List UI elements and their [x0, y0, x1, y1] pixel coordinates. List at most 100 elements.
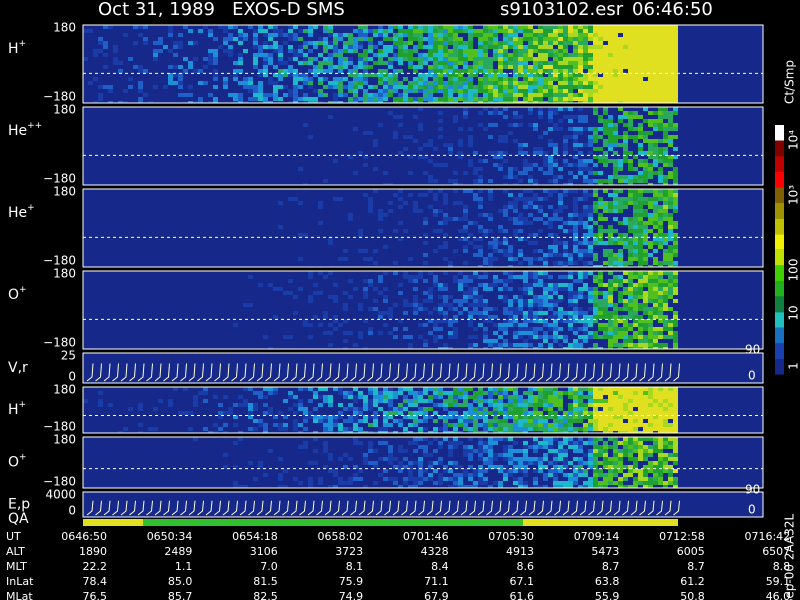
cell — [548, 127, 553, 131]
cell — [453, 45, 458, 49]
ramp — [579, 500, 587, 516]
cell — [413, 65, 418, 69]
cell — [628, 287, 633, 291]
ramp — [384, 363, 391, 382]
cell — [623, 33, 628, 37]
cell — [473, 423, 478, 427]
cell — [578, 101, 583, 103]
cell — [438, 69, 443, 73]
cell — [353, 97, 358, 101]
cell — [408, 279, 413, 283]
cell — [548, 45, 553, 49]
cell — [513, 415, 518, 419]
cell — [503, 107, 508, 111]
cell — [118, 69, 123, 73]
cell — [368, 283, 373, 287]
cell — [238, 101, 243, 103]
cell — [648, 335, 653, 339]
cell — [643, 237, 648, 241]
cell — [533, 29, 538, 33]
cell — [633, 481, 638, 485]
cell — [433, 411, 438, 415]
cell — [638, 291, 643, 295]
cell — [358, 407, 363, 411]
cell — [608, 193, 613, 197]
qa-bar — [523, 519, 678, 526]
cell — [653, 257, 658, 261]
cell — [538, 41, 543, 45]
cell — [613, 159, 618, 163]
cell — [668, 73, 673, 77]
cell — [193, 41, 198, 45]
cell — [598, 461, 603, 465]
cell — [673, 423, 678, 427]
cell — [508, 217, 513, 221]
cell — [628, 101, 633, 103]
cell — [588, 25, 593, 29]
cell — [473, 245, 478, 249]
cell — [563, 481, 568, 485]
cell — [408, 465, 413, 469]
cell — [653, 473, 658, 477]
cell — [523, 441, 528, 445]
ramp — [469, 500, 476, 516]
cell — [523, 205, 528, 209]
cell — [508, 45, 513, 49]
cell — [658, 179, 663, 183]
cell — [553, 233, 558, 237]
cell — [613, 453, 618, 457]
cell — [233, 93, 238, 97]
cell — [623, 307, 628, 311]
cell — [593, 279, 598, 283]
cell — [638, 261, 643, 265]
cell — [418, 85, 423, 89]
cell — [523, 61, 528, 65]
cell — [653, 147, 658, 151]
cell — [538, 57, 543, 61]
cell — [548, 395, 553, 399]
cell — [628, 123, 633, 127]
cell — [508, 427, 513, 431]
cell — [538, 49, 543, 53]
cell — [328, 323, 333, 327]
cell — [538, 295, 543, 299]
cell — [648, 453, 653, 457]
cell — [553, 399, 558, 403]
cell — [428, 143, 433, 147]
cell — [538, 135, 543, 139]
cell — [318, 419, 323, 423]
cell — [468, 221, 473, 225]
cell — [463, 171, 468, 175]
cell — [453, 307, 458, 311]
cell — [643, 257, 648, 261]
cell — [633, 431, 638, 433]
cell — [618, 331, 623, 335]
cell — [628, 473, 633, 477]
cell — [383, 245, 388, 249]
cell — [633, 287, 638, 291]
cell — [528, 319, 533, 323]
cell — [363, 319, 368, 323]
cell — [533, 311, 538, 315]
cell — [438, 61, 443, 65]
cell — [268, 347, 273, 349]
cell — [668, 391, 673, 395]
cell — [653, 233, 658, 237]
cell — [418, 107, 423, 111]
cell — [628, 159, 633, 163]
cell — [518, 331, 523, 335]
cell — [543, 101, 548, 103]
cell — [443, 53, 448, 57]
cell — [633, 189, 638, 193]
cell — [483, 445, 488, 449]
cell — [438, 287, 443, 291]
cell — [413, 395, 418, 399]
cell — [658, 395, 663, 399]
cell — [518, 485, 523, 488]
cell — [433, 461, 438, 465]
cell — [448, 151, 453, 155]
cell — [653, 249, 658, 253]
cell — [643, 29, 648, 33]
cell — [513, 111, 518, 115]
cell — [388, 315, 393, 319]
